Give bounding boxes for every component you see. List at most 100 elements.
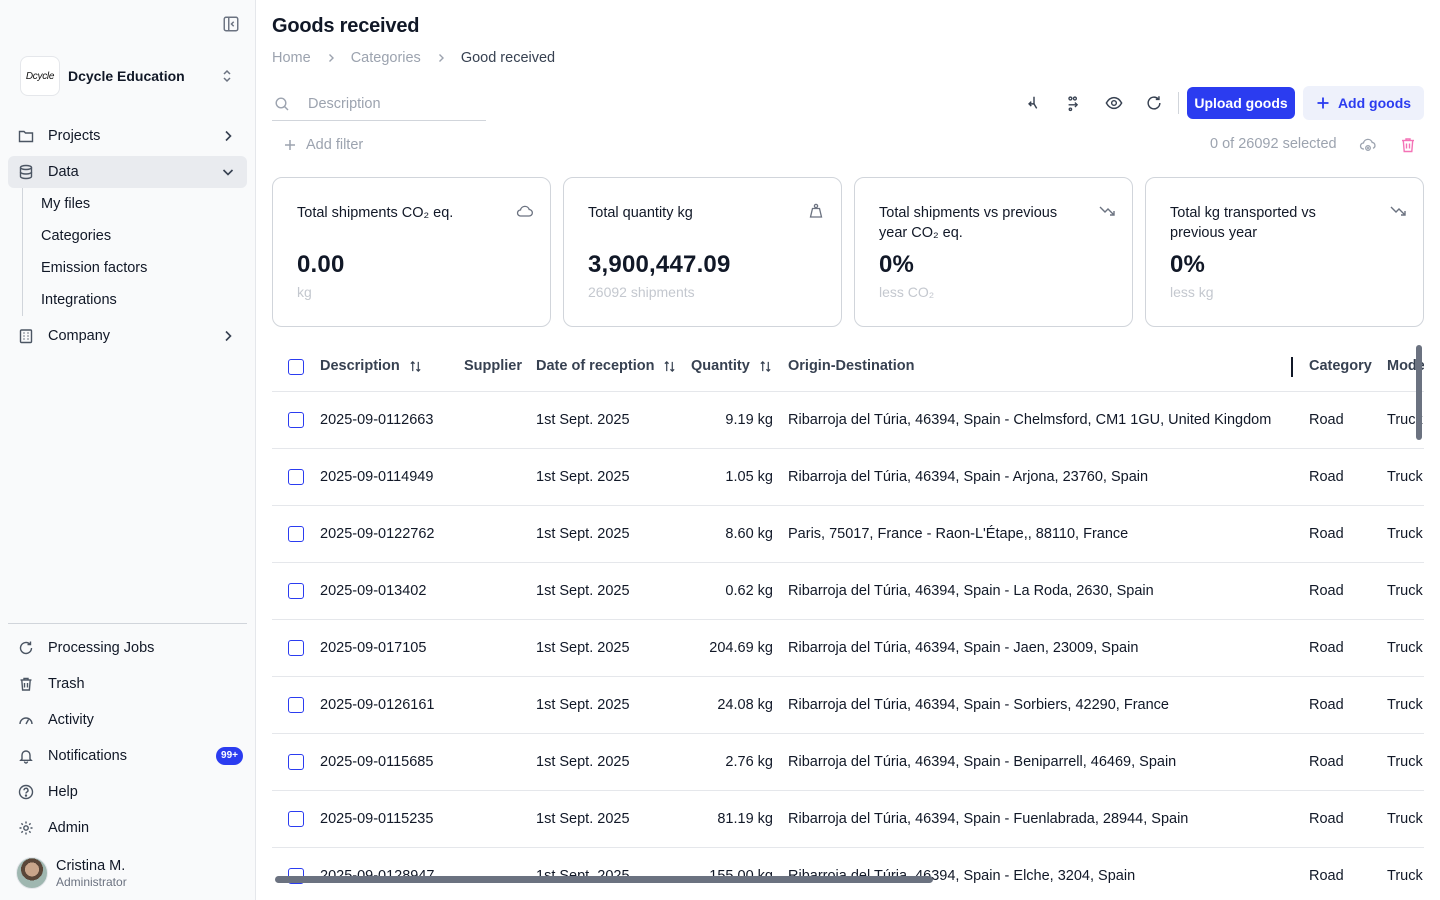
table-row[interactable]: 2025-09-017105 1st Sept. 2025 204.69 kg …: [272, 620, 1424, 677]
table-row[interactable]: 2025-09-013402 1st Sept. 2025 0.62 kg Ri…: [272, 563, 1424, 620]
column-header-category[interactable]: Category: [1309, 358, 1372, 374]
weight-icon: [807, 202, 825, 220]
database-icon: [18, 164, 34, 180]
cell-quantity: 24.08 kg: [717, 697, 773, 713]
column-header-mode[interactable]: Mode: [1387, 358, 1424, 374]
sidebar-item-help[interactable]: Help: [8, 776, 247, 808]
sidebar-item-notifications[interactable]: Notifications 99+: [8, 740, 247, 772]
search-field: [272, 88, 486, 121]
add-goods-button[interactable]: Add goods: [1303, 86, 1424, 120]
table-row[interactable]: 2025-09-0112663 1st Sept. 2025 9.19 kg R…: [272, 392, 1424, 449]
cell-category: Road: [1309, 754, 1344, 770]
upload-goods-button[interactable]: Upload goods: [1187, 87, 1295, 119]
table-row[interactable]: 2025-09-0115235 1st Sept. 2025 81.19 kg …: [272, 791, 1424, 848]
cell-mode: Truck: [1387, 469, 1423, 485]
chevron-down-icon: [221, 165, 235, 179]
sidebar-item-company[interactable]: Company: [8, 320, 247, 352]
column-header-description[interactable]: Description: [320, 358, 422, 374]
cell-date: 1st Sept. 2025: [536, 583, 630, 599]
row-checkbox[interactable]: [288, 412, 304, 428]
trash-icon[interactable]: [1399, 136, 1417, 154]
horizontal-scrollbar[interactable]: [275, 876, 933, 883]
cell-category: Road: [1309, 868, 1344, 884]
table-row[interactable]: 2025-09-0115685 1st Sept. 2025 2.76 kg R…: [272, 734, 1424, 791]
sidebar-item-label: Admin: [48, 820, 90, 836]
row-checkbox[interactable]: [288, 583, 304, 599]
bell-icon: [18, 748, 34, 764]
cell-quantity: 1.05 kg: [725, 469, 773, 485]
refresh-icon[interactable]: [1144, 93, 1164, 113]
vertical-scrollbar[interactable]: [1416, 345, 1422, 440]
table-row[interactable]: 2025-09-0114949 1st Sept. 2025 1.05 kg R…: [272, 449, 1424, 506]
user-role: Administrator: [56, 874, 127, 889]
column-header-origin-destination[interactable]: Origin-Destination: [788, 358, 914, 374]
eye-icon[interactable]: [1104, 93, 1124, 113]
sidebar-item-trash[interactable]: Trash: [8, 668, 247, 700]
sidebar-item-projects[interactable]: Projects: [8, 120, 247, 152]
cell-origin-destination: Ribarroja del Túria, 46394, Spain - Fuen…: [788, 811, 1189, 827]
cell-date: 1st Sept. 2025: [536, 640, 630, 656]
sidebar-divider: [8, 623, 247, 624]
add-goods-label: Add goods: [1337, 95, 1412, 111]
breadcrumb-categories[interactable]: Categories: [350, 50, 421, 66]
card-title: Total kg transported vs previous year: [1170, 205, 1316, 241]
org-switcher[interactable]: Dcycle Dcycle Education: [20, 56, 240, 96]
cell-mode: Truck: [1387, 412, 1423, 428]
column-label: Mode: [1387, 358, 1424, 374]
cell-origin-destination: Ribarroja del Túria, 46394, Spain - Sorb…: [788, 697, 1169, 713]
sidebar-subitem-categories[interactable]: Categories: [41, 228, 112, 244]
cell-quantity: 204.69 kg: [709, 640, 773, 656]
table-row[interactable]: 2025-09-0128947 1st Sept. 2025 155.00 kg…: [272, 848, 1424, 900]
add-filter-button[interactable]: Add filter: [284, 136, 363, 154]
cell-mode: Truck: [1387, 868, 1423, 884]
row-checkbox[interactable]: [288, 811, 304, 827]
cell-mode: Truck: [1387, 754, 1423, 770]
sidebar-item-admin[interactable]: Admin: [8, 812, 247, 844]
cell-description: 2025-09-0122762: [320, 526, 435, 542]
row-checkbox[interactable]: [288, 526, 304, 542]
cell-category: Road: [1309, 469, 1344, 485]
row-checkbox[interactable]: [288, 697, 304, 713]
row-checkbox[interactable]: [288, 754, 304, 770]
table-row[interactable]: 2025-09-0122762 1st Sept. 2025 8.60 kg P…: [272, 506, 1424, 563]
column-resize-handle[interactable]: [1291, 357, 1293, 377]
column-header-supplier[interactable]: Supplier: [464, 358, 522, 374]
sidebar-item-activity[interactable]: Activity: [8, 704, 247, 736]
breadcrumb-home[interactable]: Home: [272, 50, 311, 66]
cell-date: 1st Sept. 2025: [536, 469, 630, 485]
sidebar-item-label: Notifications: [48, 748, 127, 764]
row-checkbox[interactable]: [288, 469, 304, 485]
sidebar-collapse-icon[interactable]: [222, 15, 240, 33]
cell-origin-destination: Paris, 75017, France - Raon-L'Étape,, 88…: [788, 526, 1129, 542]
swap-columns-icon[interactable]: [1024, 93, 1044, 113]
card-title: Total shipments CO₂ eq.: [297, 205, 454, 221]
sidebar-subitem-my-files[interactable]: My files: [41, 196, 91, 212]
cloud-icon: [516, 202, 534, 220]
sidebar-subitem-integrations[interactable]: Integrations: [41, 292, 117, 308]
row-checkbox[interactable]: [288, 640, 304, 656]
column-header-date[interactable]: Date of reception: [536, 358, 676, 374]
sort-icon: [409, 360, 422, 373]
avatar: [16, 857, 48, 889]
column-header-quantity[interactable]: Quantity: [691, 358, 772, 374]
cell-description: 2025-09-0112663: [320, 412, 434, 428]
cell-date: 1st Sept. 2025: [536, 412, 630, 428]
sidebar-item-processing-jobs[interactable]: Processing Jobs: [8, 632, 247, 664]
cell-description: 2025-09-0114949: [320, 469, 434, 485]
cloud-calculate-icon[interactable]: [1359, 136, 1377, 154]
sidebar-item-label: Trash: [48, 676, 85, 692]
add-filter-label: Add filter: [306, 137, 364, 153]
breadcrumb-current: Good received: [460, 50, 556, 66]
select-all-checkbox[interactable]: [288, 359, 304, 375]
user-name: Cristina M.: [56, 857, 126, 874]
table-row[interactable]: 2025-09-0126161 1st Sept. 2025 24.08 kg …: [272, 677, 1424, 734]
search-input[interactable]: [308, 96, 478, 112]
data-subnav: My files Categories Emission factors Int…: [22, 188, 242, 316]
group-by-icon[interactable]: [1064, 93, 1084, 113]
cell-quantity: 8.60 kg: [725, 526, 773, 542]
sidebar-subitem-emission-factors[interactable]: Emission factors: [41, 260, 148, 276]
user-menu[interactable]: Cristina M. Administrator: [16, 856, 246, 890]
cell-origin-destination: Ribarroja del Túria, 46394, Spain - Beni…: [788, 754, 1177, 770]
org-name: Dcycle Education: [68, 68, 185, 84]
sidebar-item-data[interactable]: Data: [8, 156, 247, 188]
